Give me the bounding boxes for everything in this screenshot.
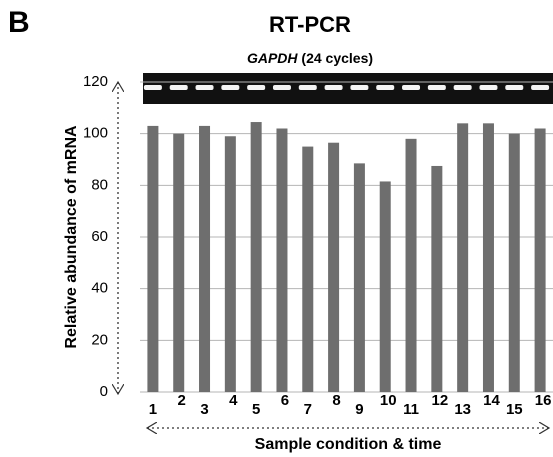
- y-tick-label: 20: [91, 331, 108, 348]
- bar: [457, 123, 468, 392]
- bar: [199, 126, 210, 392]
- x-tick-label: 3: [200, 401, 208, 418]
- x-tick-label: 5: [252, 401, 260, 418]
- bar: [354, 163, 365, 392]
- gel-band: [531, 85, 549, 90]
- x-tick-label: 13: [454, 401, 471, 418]
- x-tick-label: 8: [332, 392, 340, 409]
- chart-subtitle: GAPDH (24 cycles): [247, 50, 373, 66]
- y-tick-label: 0: [100, 383, 108, 400]
- y-tick-label: 100: [83, 125, 108, 142]
- x-tick-label: 10: [380, 392, 397, 409]
- bar: [225, 136, 236, 392]
- chart: B RT-PCR GAPDH (24 cycles) Relative abun…: [0, 0, 553, 457]
- x-tick-label: 6: [281, 392, 289, 409]
- gel-band: [454, 85, 472, 90]
- gel-band: [505, 85, 523, 90]
- gel-band: [221, 85, 239, 90]
- y-axis-label: Relative abundance of mRNA: [63, 125, 80, 349]
- x-tick-label: 4: [229, 392, 238, 409]
- gel-band: [479, 85, 497, 90]
- gel-band: [376, 85, 394, 90]
- x-tick-label: 15: [506, 401, 523, 418]
- gel-band: [350, 85, 368, 90]
- gel-band: [299, 85, 317, 90]
- bar: [483, 123, 494, 392]
- gel-band: [144, 85, 162, 90]
- gel-band: [196, 85, 214, 90]
- subtitle-note: (24 cycles): [301, 50, 373, 66]
- x-tick-label: 1: [149, 401, 157, 418]
- bar: [173, 134, 184, 392]
- y-tick-label: 80: [91, 176, 108, 193]
- bar: [302, 147, 313, 392]
- subtitle-gene: GAPDH: [247, 50, 298, 66]
- bar: [147, 126, 158, 392]
- x-axis-label: Sample condition & time: [255, 436, 442, 453]
- x-tick-label: 16: [535, 392, 552, 409]
- gel-band: [273, 85, 291, 90]
- bar: [406, 139, 417, 392]
- chart-title: RT-PCR: [269, 12, 351, 37]
- x-tick-label: 9: [355, 401, 363, 418]
- bar: [380, 181, 391, 392]
- y-tick-label: 60: [91, 228, 108, 245]
- gel-band: [325, 85, 343, 90]
- x-tick-label: 11: [403, 401, 419, 418]
- x-tick-label: 7: [304, 401, 312, 418]
- gel-band: [428, 85, 446, 90]
- x-tick-label: 2: [178, 392, 186, 409]
- bar: [251, 122, 262, 392]
- panel-label: B: [8, 6, 30, 39]
- x-tick-label: 14: [483, 392, 500, 409]
- x-tick-label: 12: [432, 392, 449, 409]
- gel-band: [170, 85, 188, 90]
- y-tick-label: 120: [83, 73, 108, 90]
- bar: [276, 129, 287, 393]
- gel-band: [402, 85, 420, 90]
- bar: [509, 134, 520, 392]
- bar: [431, 166, 442, 392]
- bar: [535, 129, 546, 393]
- y-tick-label: 40: [91, 280, 108, 297]
- bar: [328, 143, 339, 392]
- gel-band: [247, 85, 265, 90]
